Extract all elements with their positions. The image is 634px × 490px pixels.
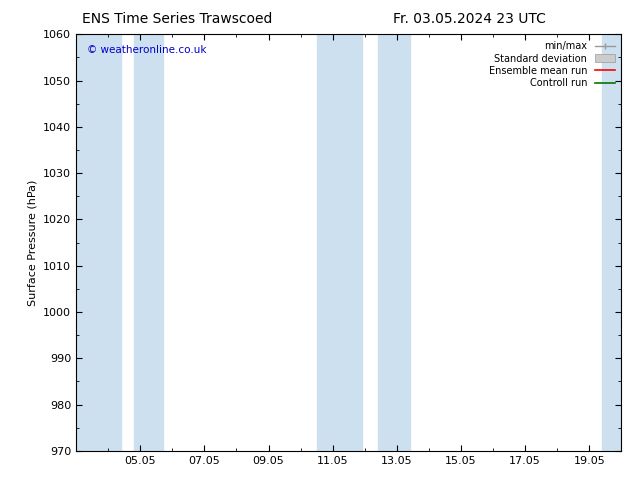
Bar: [76, 34, 121, 451]
Text: Fr. 03.05.2024 23 UTC: Fr. 03.05.2024 23 UTC: [393, 12, 546, 26]
Text: © weatheronline.co.uk: © weatheronline.co.uk: [87, 45, 207, 55]
Bar: [602, 34, 621, 451]
Bar: [378, 34, 410, 451]
Legend: min/max, Standard deviation, Ensemble mean run, Controll run: min/max, Standard deviation, Ensemble me…: [487, 39, 616, 90]
Text: ENS Time Series Trawscoed: ENS Time Series Trawscoed: [82, 12, 273, 26]
Bar: [316, 34, 361, 451]
Bar: [134, 34, 163, 451]
Y-axis label: Surface Pressure (hPa): Surface Pressure (hPa): [27, 179, 37, 306]
